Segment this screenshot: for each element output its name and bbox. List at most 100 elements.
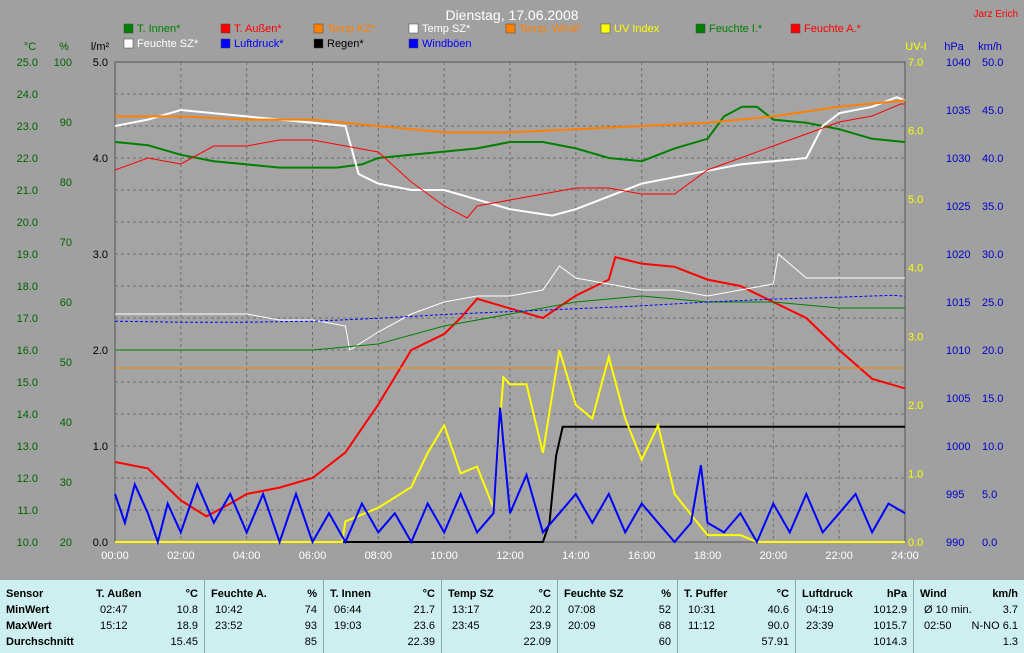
- axis-tick-label: 11.0: [17, 505, 38, 517]
- axis-tick-label: 0.0: [982, 537, 997, 549]
- axis-tick-label: 1025: [946, 201, 970, 213]
- axis-tick-label: 23.0: [17, 121, 38, 133]
- stat-max-time: 23:45: [452, 620, 480, 632]
- stat-min-value: 74: [304, 604, 317, 616]
- legend-label: T. Innen*: [137, 23, 181, 35]
- axis-tick-label: 35.0: [982, 201, 1003, 213]
- stat-col-unit: °C: [538, 588, 551, 600]
- axis-tick-label: 19.0: [17, 249, 38, 261]
- axis-tick-label: 24.0: [17, 89, 38, 101]
- stat-min-time: 13:17: [452, 604, 480, 616]
- stats-col: T. Puffer °C 10:31 40.6 11:12 90.0 57.91: [677, 580, 795, 653]
- legend-label: Temp KZ*: [327, 23, 376, 35]
- stat-min-value: 1012.9: [873, 604, 907, 616]
- axis-tick-label: 1.0: [908, 468, 923, 480]
- stats-table: Sensor MinWert MaxWert Durchschnitt T. A…: [0, 580, 1024, 653]
- x-tick-label: 06:00: [299, 550, 327, 562]
- x-tick-label: 14:00: [562, 550, 590, 562]
- stat-col-unit: °C: [185, 588, 198, 600]
- axis-unit-label: °C: [24, 41, 36, 53]
- axis-unit-label: UV-I: [905, 41, 926, 53]
- axis-tick-label: 5.0: [908, 194, 923, 206]
- stats-col-labels: Sensor MinWert MaxWert Durchschnitt: [0, 580, 90, 653]
- stat-min-time: Ø 10 min.: [924, 604, 972, 616]
- series-line: [115, 349, 905, 543]
- sensor-header: Sensor: [6, 588, 44, 600]
- legend-swatch: [600, 23, 611, 34]
- x-tick-label: 04:00: [233, 550, 261, 562]
- stat-min-time: 10:31: [688, 604, 716, 616]
- stats-col: Feuchte A.% 10:42 74 23:52 93 85: [204, 580, 323, 653]
- series-line: [114, 256, 906, 518]
- stat-min-value: 10.8: [176, 604, 198, 616]
- axis-tick-label: 21.0: [17, 185, 38, 197]
- legend-label: Luftdruck*: [234, 38, 284, 50]
- axis-tick-label: 22.0: [17, 153, 38, 165]
- axis-tick-label: 1030: [946, 153, 970, 165]
- axis-tick-label: 20.0: [17, 217, 38, 229]
- stat-col-unit: °C: [422, 588, 435, 600]
- axis-tick-label: 4.0: [93, 153, 108, 165]
- axis-tick-label: 1040: [946, 57, 970, 69]
- stat-min-time: 07:08: [568, 604, 596, 616]
- series-line: [114, 105, 906, 169]
- axis-tick-label: 1000: [946, 441, 970, 453]
- stat-average: 1.3: [1002, 636, 1018, 648]
- axis-tick-label: 6.0: [908, 126, 923, 138]
- stat-max-time: 19:03: [334, 620, 362, 632]
- legend-swatch: [123, 38, 134, 49]
- axis-tick-label: 15.0: [17, 377, 38, 389]
- axis-tick-label: 16.0: [17, 345, 38, 357]
- legend-label: Temp. Wind*: [519, 23, 582, 35]
- axis-tick-label: 40: [60, 417, 72, 429]
- stat-average: 60: [658, 636, 671, 648]
- axis-tick-label: 25.0: [17, 57, 38, 69]
- axis-unit-label: l/m²: [91, 41, 110, 53]
- stats-col: Wind km/h Ø 10 min. 3.7 02:50 N-NO 6.1 1.3: [913, 580, 1024, 653]
- axis-tick-label: 13.0: [17, 441, 38, 453]
- stat-average: 57.91: [761, 636, 789, 648]
- x-tick-label: 08:00: [365, 550, 393, 562]
- axis-tick-label: 18.0: [17, 281, 38, 293]
- stat-max-value: 23.6: [413, 620, 435, 632]
- legend-swatch: [408, 23, 419, 34]
- stat-max-value: 23.9: [529, 620, 551, 632]
- stat-max-time: 20:09: [568, 620, 596, 632]
- x-tick-label: 20:00: [760, 550, 788, 562]
- stat-min-time: 06:44: [334, 604, 362, 616]
- axis-tick-label: 70: [60, 237, 72, 249]
- legend-label: Regen*: [327, 38, 364, 50]
- stat-average: 15.45: [170, 636, 198, 648]
- axis-tick-label: 2.0: [908, 400, 923, 412]
- axis-tick-label: 1010: [946, 345, 970, 357]
- stat-col-name: T. Innen: [330, 588, 371, 600]
- axis-tick-label: 10.0: [982, 441, 1003, 453]
- stat-max-time: 02:50: [924, 620, 952, 632]
- series-line: [115, 99, 906, 134]
- x-tick-label: 22:00: [825, 550, 853, 562]
- axis-tick-label: 20.0: [982, 345, 1003, 357]
- stat-average: 1014.3: [873, 636, 907, 648]
- axis-unit-label: hPa: [944, 41, 964, 53]
- stat-average: 85: [304, 636, 317, 648]
- axis-tick-label: 1035: [946, 105, 970, 117]
- x-tick-label: 00:00: [101, 550, 129, 562]
- stat-max-value: 68: [658, 620, 671, 632]
- axis-tick-label: 40.0: [982, 153, 1003, 165]
- stat-max-value: 93: [304, 620, 317, 632]
- x-tick-label: 10:00: [430, 550, 458, 562]
- axis-tick-label: 0.0: [908, 537, 923, 549]
- stat-col-name: Luftdruck: [802, 588, 853, 600]
- axis-tick-label: 20: [60, 537, 72, 549]
- row-label-avg: Durchschnitt: [6, 636, 74, 648]
- axis-tick-label: 15.0: [982, 393, 1003, 405]
- axis-tick-label: 2.0: [93, 345, 108, 357]
- x-tick-label: 02:00: [167, 550, 195, 562]
- legend-swatch: [313, 38, 324, 49]
- axis-tick-label: 1020: [946, 249, 970, 261]
- stat-min-value: 21.7: [413, 604, 435, 616]
- legend-label: Temp SZ*: [422, 23, 471, 35]
- axis-unit-label: %: [59, 41, 69, 53]
- stats-col: T. Innen °C 06:44 21.7 19:03 23.6 22.39: [323, 580, 441, 653]
- stat-col-unit: %: [307, 588, 317, 600]
